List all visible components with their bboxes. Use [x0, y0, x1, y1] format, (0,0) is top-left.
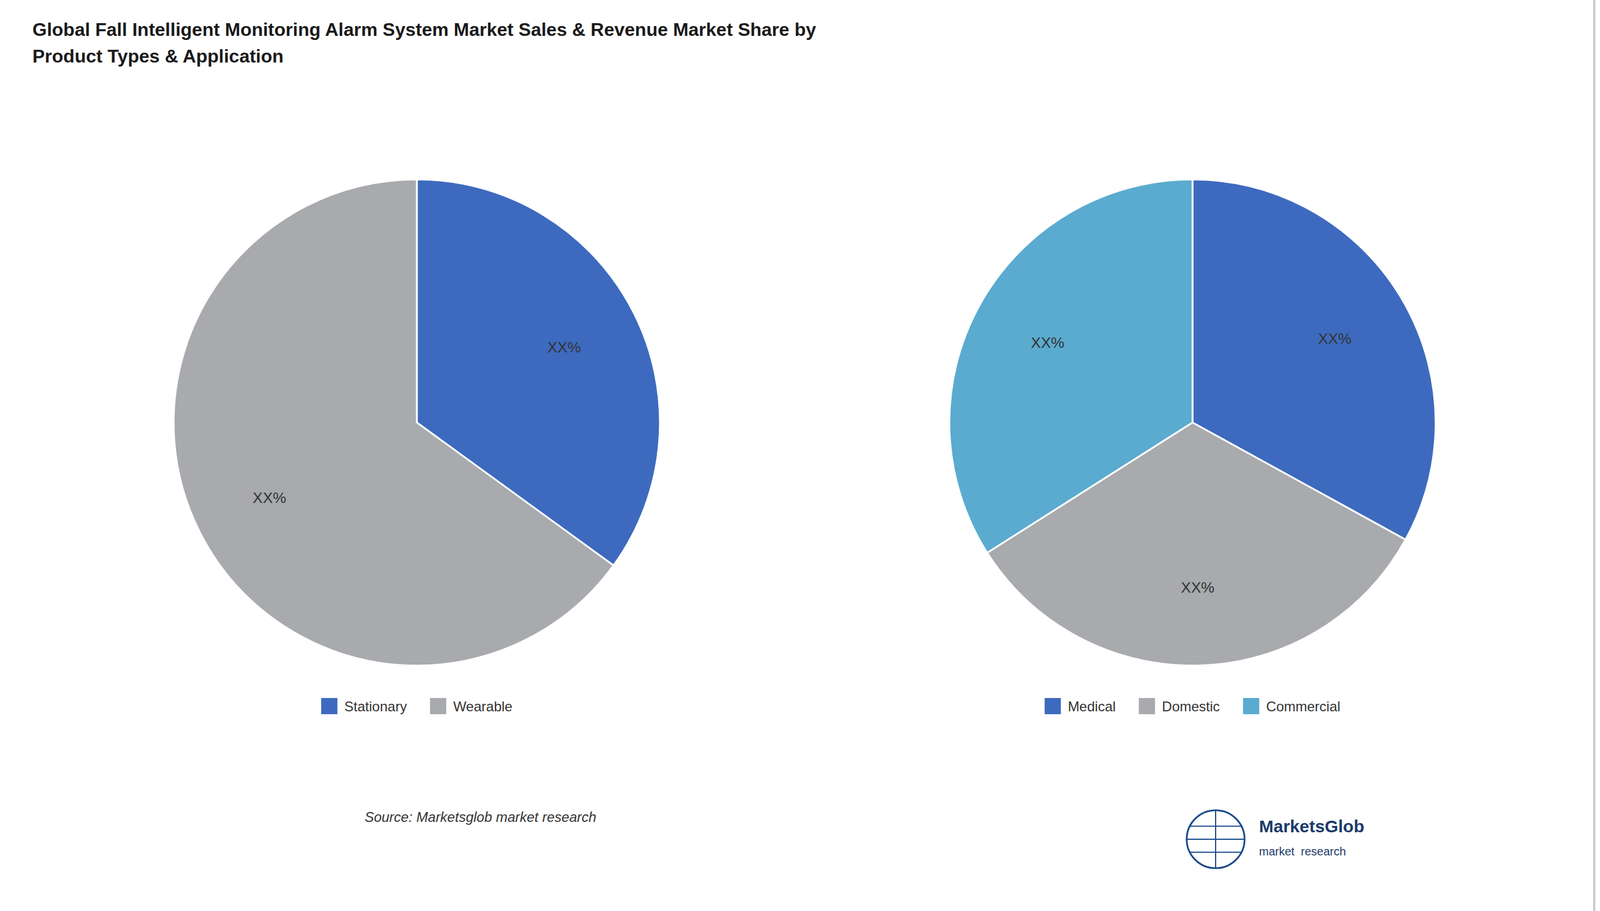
slice-label: XX%: [252, 489, 287, 507]
legend-item: Wearable: [430, 698, 513, 715]
slice-label: XX%: [547, 338, 582, 357]
legend-label: Medical: [1068, 698, 1117, 715]
logo-icon: [1186, 810, 1245, 869]
legend: Medical Domestic Commercial: [1044, 698, 1341, 715]
pie: [949, 179, 1436, 666]
logo-globe-line: [1215, 810, 1217, 869]
title-line: Product Types & Application: [32, 45, 284, 67]
source: Source: Marketsglob market research: [364, 809, 597, 825]
legend-swatch: [1044, 698, 1062, 715]
pie-slice: [173, 179, 614, 666]
title: Global Fall Intelligent Monitoring Alarm…: [32, 19, 817, 67]
legend-item: Medical: [1044, 698, 1117, 715]
legend-label: Stationary: [344, 698, 407, 715]
legend-label: Commercial: [1265, 698, 1341, 715]
logo-name: MarketsGlob: [1259, 816, 1365, 836]
background: [0, 0, 1600, 911]
chart: Global Fall Intelligent Monitoring Alarm…: [0, 0, 1600, 911]
slice-label: XX%: [1030, 334, 1065, 352]
legend-swatch: [1242, 698, 1260, 715]
pie-slice: [949, 179, 1193, 553]
legend-swatch: [321, 698, 338, 715]
legend-item: Stationary: [321, 698, 407, 715]
legend-item: Domestic: [1138, 698, 1220, 715]
border-line: [1593, 0, 1596, 911]
legend-swatch: [430, 698, 447, 715]
slice-label: XX%: [1318, 329, 1352, 348]
legend-label: Wearable: [453, 698, 513, 715]
legend-label: Domestic: [1161, 698, 1220, 715]
logo: MarketsGlob market research: [1186, 810, 1365, 869]
logo-tagline: market research: [1259, 845, 1346, 858]
pie: [173, 179, 660, 666]
legend-item: Commercial: [1242, 698, 1341, 715]
title-line: Global Fall Intelligent Monitoring Alarm…: [32, 19, 817, 40]
legend-swatch: [1138, 698, 1155, 715]
legend: Stationary Wearable: [321, 698, 513, 715]
logo-globe: [1186, 810, 1245, 869]
slice-label: XX%: [1180, 578, 1215, 597]
